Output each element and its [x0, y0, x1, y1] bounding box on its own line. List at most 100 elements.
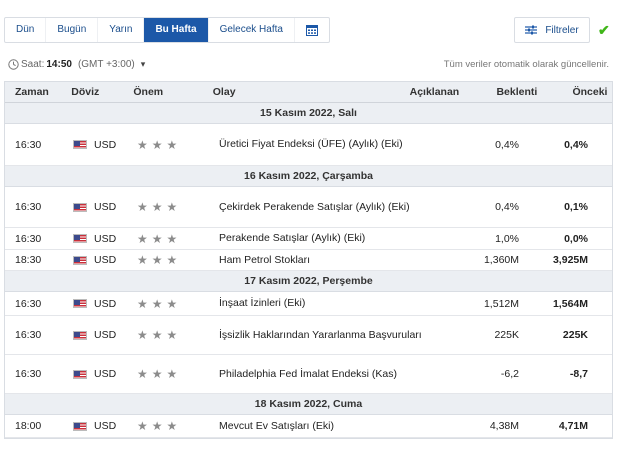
current-time: 14:50 [46, 59, 72, 70]
chevron-down-icon: ▾ [140, 59, 146, 69]
tab-this-week[interactable]: Bu Hafta [144, 18, 209, 42]
header-importance[interactable]: Önem [133, 86, 164, 98]
event-currency: USD [65, 233, 127, 245]
event-time: 16:30 [15, 138, 42, 151]
event-name[interactable]: İnşaat İzinleri (Eki) [219, 297, 306, 309]
event-row[interactable]: 16:30 USD ★ ★ ★ İnşaat İzinleri (Eki) 1,512M 1,… [5, 292, 612, 316]
event-time: 18:00 [15, 420, 42, 432]
table-body: 15 Kasım 2022, Salı 16:30 USD ★ ★ ★ Üretici Fi… [5, 103, 612, 438]
event-previous: 0,0% [564, 232, 588, 245]
event-row[interactable]: 16:30 USD ★ ★ ★ Perakende Satışlar (Aylık) (E… [5, 228, 612, 250]
currency-code: USD [94, 201, 117, 213]
importance-star-icon: ★ [137, 253, 148, 267]
importance-star-icon: ★ [151, 367, 163, 381]
currency-code: USD [94, 138, 117, 151]
event-forecast: 0,4% [495, 138, 519, 151]
auto-update-note: Tüm veriler otomatik olarak güncellenir. [443, 59, 609, 70]
event-name[interactable]: İşsizlik Haklarından Yararlanma Başvurul… [219, 328, 422, 341]
importance-star-icon: ★ [137, 367, 148, 381]
header-currency[interactable]: Döviz [71, 86, 100, 98]
importance-star-icon: ★ [166, 137, 178, 152]
event-previous: 0,4% [564, 138, 588, 151]
event-time: 16:30 [15, 297, 42, 310]
importance-star-icon: ★ [166, 253, 178, 267]
us-flag-icon [73, 140, 87, 149]
event-row[interactable]: 18:00 USD ★ ★ ★ Mevcut Ev Satışları (Eki) 4,38… [5, 415, 612, 438]
header-time[interactable]: Zaman [15, 86, 49, 98]
period-tabs: Dün Bugün Yarın Bu Hafta Gelecek Hafta [4, 17, 330, 43]
clock-icon [8, 59, 19, 70]
tab-yesterday[interactable]: Dün [5, 18, 47, 42]
event-forecast: 4,38M [489, 420, 519, 432]
event-name[interactable]: Perakende Satışlar (Aylık) (Eki) [219, 232, 366, 244]
time-selector[interactable]: Saat: 14:50 (GMT +3:00) ▾ [8, 59, 145, 70]
event-currency: USD [65, 298, 127, 310]
header-forecast[interactable]: Beklenti [496, 86, 538, 98]
importance-star-icon: ★ [151, 419, 163, 433]
time-prefix: Saat: [21, 59, 45, 70]
tab-today[interactable]: Bugün [46, 18, 99, 42]
importance-star-icon: ★ [166, 296, 178, 311]
importance-star-icon: ★ [151, 253, 163, 267]
event-row[interactable]: 18:30 USD ★ ★ ★ Ham Petrol Stokları 1,360M 3,92… [5, 250, 612, 271]
importance-star-icon: ★ [137, 231, 148, 246]
event-time: 18:30 [15, 254, 42, 266]
event-row[interactable]: 16:30 USD ★ ★ ★ Philadelphia Fed İmalat Endek… [5, 355, 612, 394]
event-row[interactable]: 16:30 USD ★ ★ ★ Çekirdek Perakende Satışlar (… [5, 187, 612, 228]
tab-next-week[interactable]: Gelecek Hafta [209, 18, 295, 42]
tab-tomorrow[interactable]: Yarın [98, 18, 145, 42]
event-row[interactable]: 16:30 USD ★ ★ ★ Üretici Fiyat Endeksi (ÜFE) (… [5, 124, 612, 166]
event-forecast: 225K [494, 329, 519, 341]
table-header: Zaman Döviz Önem Olay Açıklanan Beklenti… [5, 82, 612, 103]
importance-star-icon: ★ [137, 200, 148, 214]
header-actual[interactable]: Açıklanan [409, 86, 460, 98]
event-name[interactable]: Philadelphia Fed İmalat Endeksi (Kas) [219, 367, 398, 380]
importance-star-icon: ★ [151, 328, 163, 342]
calendar-tab[interactable] [295, 18, 329, 42]
event-currency: USD [65, 420, 127, 432]
filter-sliders-icon [525, 25, 538, 35]
event-name[interactable]: Çekirdek Perakende Satışlar (Aylık) (Eki… [219, 200, 410, 213]
us-flag-icon [73, 202, 87, 212]
importance-star-icon: ★ [166, 200, 178, 214]
importance-star-icon: ★ [166, 419, 178, 433]
event-row[interactable]: 16:30 USD ★ ★ ★ İşsizlik Haklarından Yararlan… [5, 316, 612, 355]
day-header-row: 18 Kasım 2022, Cuma [5, 394, 612, 415]
header-previous[interactable]: Önceki [572, 86, 608, 98]
event-currency: USD [65, 329, 127, 341]
event-previous: 4,71M [558, 420, 588, 432]
currency-code: USD [94, 297, 117, 310]
event-time: 16:30 [15, 329, 42, 341]
importance-stars: ★ ★ ★ [127, 233, 211, 245]
event-forecast: 1,360M [483, 254, 519, 266]
currency-code: USD [94, 420, 117, 432]
event-previous: 3,925M [552, 254, 588, 266]
importance-star-icon: ★ [166, 367, 178, 381]
event-name[interactable]: Mevcut Ev Satışları (Eki) [219, 419, 334, 432]
filters-label: Filtreler [545, 24, 579, 36]
importance-star-icon: ★ [137, 137, 148, 152]
event-previous: 1,564M [552, 297, 588, 310]
header-event[interactable]: Olay [212, 85, 236, 98]
importance-stars: ★ ★ ★ [127, 368, 211, 380]
event-previous: 225K [562, 329, 588, 341]
importance-stars: ★ ★ ★ [127, 420, 211, 432]
event-forecast: 1,0% [495, 232, 519, 245]
day-header-row: 16 Kasım 2022, Çarşamba [5, 166, 612, 187]
filters-button[interactable]: Filtreler [514, 17, 590, 43]
event-name[interactable]: Ham Petrol Stokları [219, 253, 311, 266]
event-currency: USD [65, 254, 127, 266]
importance-star-icon: ★ [151, 296, 163, 311]
us-flag-icon [73, 234, 87, 243]
event-time: 16:30 [15, 232, 42, 245]
importance-star-icon: ★ [151, 200, 163, 214]
importance-star-icon: ★ [137, 328, 148, 342]
event-forecast: 0,4% [495, 201, 519, 213]
event-currency: USD [65, 139, 127, 151]
event-time: 16:30 [15, 201, 42, 213]
timezone: (GMT +3:00) [77, 59, 135, 70]
importance-star-icon: ★ [137, 419, 148, 433]
us-flag-icon [73, 255, 87, 265]
event-name[interactable]: Üretici Fiyat Endeksi (ÜFE) (Aylık) (Eki… [219, 138, 403, 150]
importance-star-icon: ★ [151, 137, 163, 152]
